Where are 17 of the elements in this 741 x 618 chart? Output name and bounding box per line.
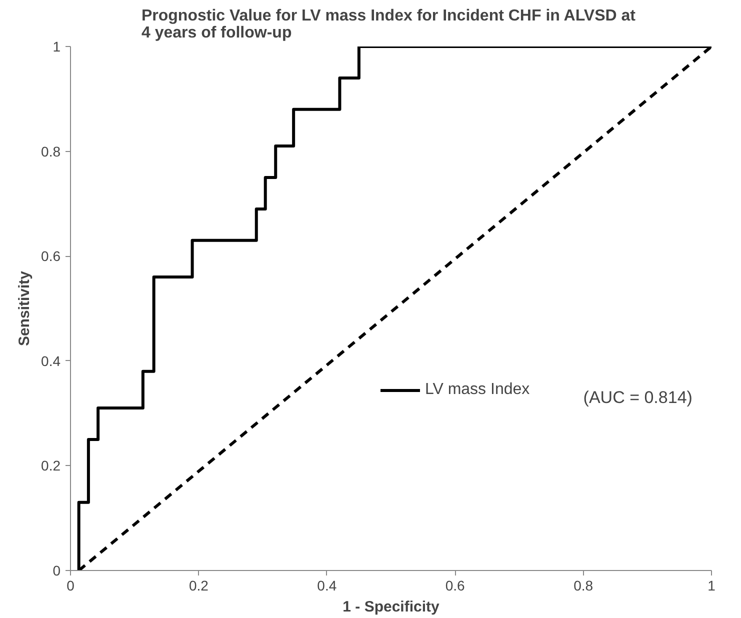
x-axis-title: 1 - Specificity bbox=[342, 598, 440, 616]
legend-label: LV mass Index bbox=[425, 381, 530, 399]
x-tick-label: 0.8 bbox=[574, 578, 594, 594]
x-tick-label: 1 bbox=[708, 578, 716, 594]
chart-title: Prognostic Value for LV mass Index for Incident CHF in ALVSD at 4 years of follow-up bbox=[141, 8, 636, 42]
y-tick-label: 0.6 bbox=[41, 248, 61, 264]
x-tick-label: 0.6 bbox=[445, 578, 466, 594]
y-tick-label: 0.4 bbox=[41, 352, 61, 369]
x-tick-label: 0 bbox=[66, 578, 75, 594]
x-tick-label: 0.2 bbox=[188, 578, 209, 594]
y-axis-title: Sensitivity bbox=[16, 270, 34, 346]
x-tick-label: 0.4 bbox=[317, 578, 337, 594]
annotation: (AUC = 0.814) bbox=[583, 388, 692, 408]
y-tick-label: 0.2 bbox=[41, 458, 61, 474]
y-tick-label: 0 bbox=[52, 562, 61, 578]
y-tick-label: 1 bbox=[52, 38, 61, 54]
y-tick-label: 0.8 bbox=[41, 143, 61, 160]
